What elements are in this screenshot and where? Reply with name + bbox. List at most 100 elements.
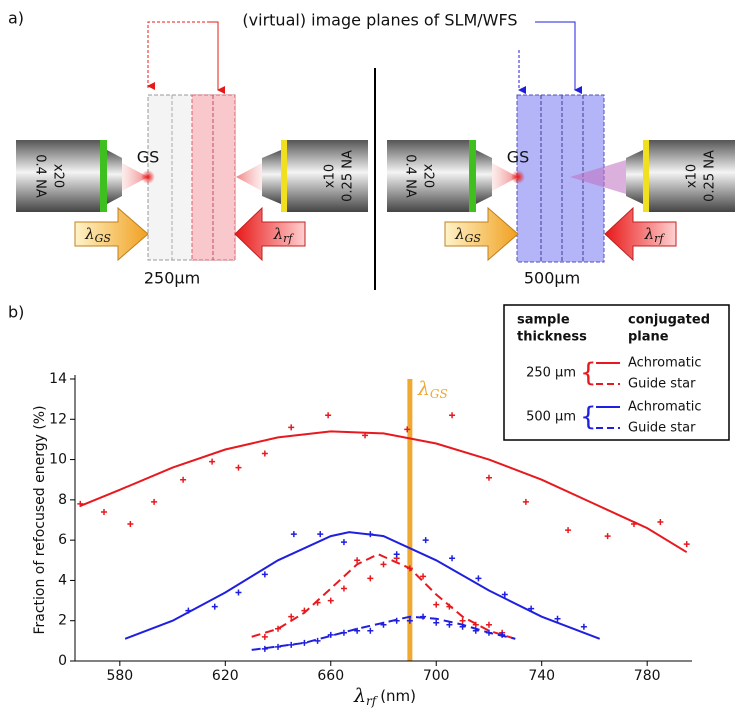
data-point xyxy=(380,561,387,568)
data-point xyxy=(275,643,282,650)
y-axis-label: Fraction of refocused energy (%) xyxy=(32,405,48,634)
data-point xyxy=(501,591,508,598)
data-point xyxy=(275,625,282,632)
data-point xyxy=(127,521,134,528)
x-tick-label: 740 xyxy=(528,668,555,684)
data-point xyxy=(393,617,400,624)
plane-arrow xyxy=(210,21,225,94)
data-point xyxy=(420,613,427,620)
data-point xyxy=(459,623,466,630)
data-point xyxy=(657,519,664,526)
data-point xyxy=(554,615,561,622)
data-point xyxy=(261,645,268,652)
legend-label: Achromatic xyxy=(628,400,702,415)
data-point xyxy=(485,474,492,481)
legend-group: 250 µm xyxy=(526,366,576,381)
data-point xyxy=(565,527,572,534)
data-point xyxy=(354,557,361,564)
objective xyxy=(649,140,735,212)
plane-arrow xyxy=(147,21,210,88)
data-point xyxy=(340,539,347,546)
gs-label: GS xyxy=(137,148,160,167)
y-tick-label: 8 xyxy=(58,492,67,508)
objective-ring xyxy=(469,140,476,212)
data-point xyxy=(406,565,413,572)
beam xyxy=(492,163,518,191)
thickness: 500µm xyxy=(524,269,580,288)
data-point xyxy=(446,621,453,628)
data-point xyxy=(340,629,347,636)
data-point xyxy=(472,627,479,634)
x-tick-label: 580 xyxy=(106,668,133,684)
legend-label: Achromatic xyxy=(628,356,702,371)
data-point xyxy=(185,607,192,614)
panel-label: a) xyxy=(8,9,24,28)
objective-label: x10 xyxy=(323,164,338,188)
arrow xyxy=(444,206,519,262)
data-point xyxy=(209,458,216,465)
panel-a: a) (virtual) image planes of SLM/WFS GS … xyxy=(8,9,735,290)
legend xyxy=(503,304,730,441)
arrow-label: λGS xyxy=(454,225,481,245)
plane-arrow xyxy=(535,21,582,94)
objective xyxy=(16,140,102,212)
guide-star-line xyxy=(407,379,413,661)
data-point xyxy=(485,621,492,628)
y-tick-label: 2 xyxy=(58,613,67,629)
data-point xyxy=(580,623,587,630)
fit-line xyxy=(124,531,601,640)
data-point xyxy=(499,631,506,638)
plot: 0 2 4 6 8 10 12 14 580 620 660 700 740 780 λGS sample th… xyxy=(49,313,710,685)
data-point xyxy=(475,575,482,582)
objective-label: x20 xyxy=(51,164,66,188)
x-tick-label: 780 xyxy=(634,668,661,684)
data-point xyxy=(235,464,242,471)
objective xyxy=(287,140,368,212)
arrow-label: λrf xyxy=(273,225,295,245)
objective-ring xyxy=(100,140,107,212)
objective-ring xyxy=(643,140,649,212)
data-point xyxy=(314,637,321,644)
fit-line xyxy=(251,553,516,640)
data-point xyxy=(367,575,374,582)
data-point xyxy=(446,603,453,610)
y-tick-label: 6 xyxy=(58,532,67,548)
diagram-title: (virtual) image planes of SLM/WFS xyxy=(242,11,517,30)
thickness: 250µm xyxy=(144,269,200,288)
objective-nose xyxy=(107,150,122,204)
data-point xyxy=(327,597,334,604)
objective-label: x10 xyxy=(685,164,700,188)
data-point xyxy=(367,627,374,634)
data-point xyxy=(683,541,690,548)
y-tick-label: 0 xyxy=(58,653,67,669)
data-point xyxy=(261,633,268,640)
data-point xyxy=(485,629,492,636)
arrow xyxy=(604,206,677,262)
legend-label: Guide star xyxy=(628,377,696,392)
guide-star-label: λGS xyxy=(417,378,448,401)
legend-group: 500 µm xyxy=(526,410,576,425)
legend-brace: { xyxy=(580,402,597,432)
data-point xyxy=(630,521,637,528)
objective-nose xyxy=(476,150,492,204)
data-point xyxy=(420,573,427,580)
data-point xyxy=(404,426,411,433)
data-point xyxy=(522,498,529,505)
x-axis-label: λrf (nm) xyxy=(353,685,416,708)
gs-label: GS xyxy=(507,148,530,167)
guide-star xyxy=(511,170,525,184)
objective-label: x20 xyxy=(421,164,436,188)
data-point xyxy=(317,531,324,538)
data-point xyxy=(288,424,295,431)
label-part: λ xyxy=(417,378,430,400)
setup: GS x20 0.4 NA x10 0.25 NA λGS λrf 250µm xyxy=(16,94,368,288)
data-point xyxy=(314,599,321,606)
arrow-label: λrf xyxy=(644,225,666,245)
data-point xyxy=(380,621,387,628)
legend-header: plane xyxy=(628,330,669,345)
data-point xyxy=(472,621,479,628)
fit-line xyxy=(79,430,688,554)
beam xyxy=(570,160,626,194)
data-point xyxy=(325,412,332,419)
data-point xyxy=(362,432,369,439)
